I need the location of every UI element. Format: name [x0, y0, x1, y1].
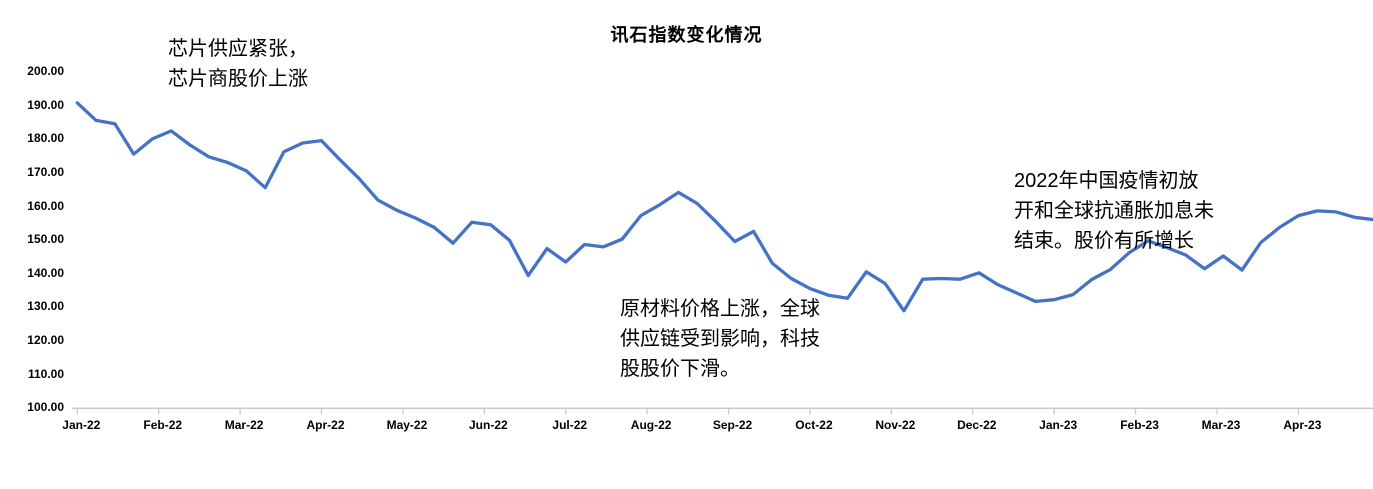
x-tick-label: Jan-22: [62, 418, 101, 432]
x-tick-label: May-22: [386, 418, 428, 432]
y-tick-label: 200.00: [27, 64, 64, 78]
x-tick-label: Apr-22: [306, 418, 345, 432]
y-tick-label: 190.00: [27, 97, 64, 112]
x-tick-label: Dec-22: [957, 418, 997, 432]
y-tick-label: 150.00: [27, 232, 64, 247]
chart-title: 讯石指数变化情况: [610, 25, 763, 45]
index-line-series: [75, 101, 1373, 313]
y-tick-label: 160.00: [27, 198, 64, 213]
x-tick-label: Mar-22: [224, 418, 264, 432]
x-tick-label: Oct-22: [795, 418, 833, 432]
x-tick-label: Jul-22: [552, 418, 588, 432]
x-tick-label: Nov-22: [875, 418, 916, 432]
x-tick-label: Feb-22: [143, 418, 183, 432]
annotation-raw-material: 原材料价格上涨，全球 供应链受到影响，科技 股股价下滑。: [620, 298, 820, 380]
annotation-2022-reopen: 2022年中国疫情初放 开和全球抗通胀加息未 结束。股价有所增长: [1014, 170, 1214, 252]
x-tick-label: Aug-22: [630, 418, 672, 432]
y-tick-label: 120.00: [27, 333, 64, 348]
annotation-chip-supply: 芯片供应紧张， 芯片商股价上涨: [168, 38, 308, 90]
y-tick-label: 100.00: [27, 400, 64, 415]
x-tick-label: Feb-23: [1120, 418, 1159, 432]
x-tick-label: Jun-22: [468, 418, 508, 432]
x-tick-label: Sep-22: [712, 418, 753, 432]
x-tick-label: Apr-23: [1283, 418, 1322, 432]
y-tick-label: 170.00: [27, 164, 64, 179]
y-tick-label: 140.00: [27, 265, 64, 280]
y-tick-label: 110.00: [27, 366, 64, 381]
x-tick-label: Jan-23: [1039, 418, 1078, 432]
x-tick-label: Mar-23: [1201, 418, 1241, 432]
y-tick-label: 180.00: [27, 131, 64, 146]
y-tick-label: 130.00: [27, 299, 64, 314]
